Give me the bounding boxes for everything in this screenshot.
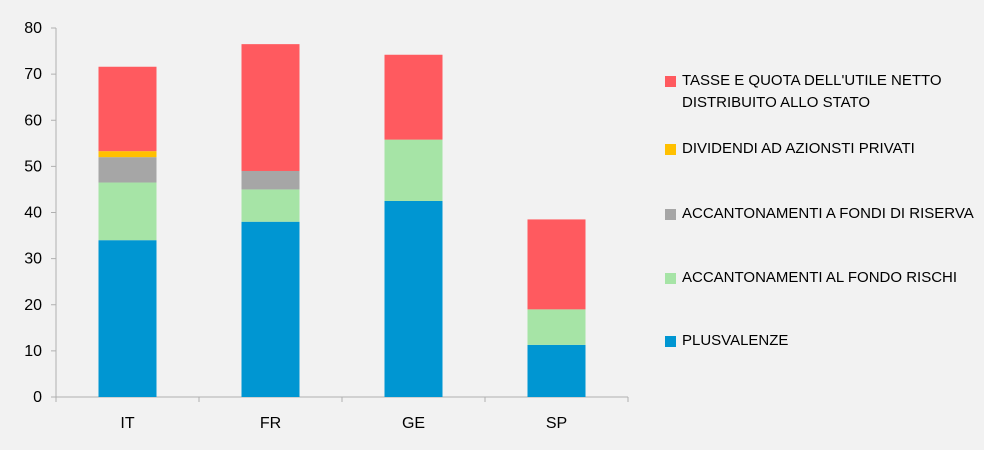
legend-item: ACCANTONAMENTI A FONDI DI RISERVA: [665, 203, 974, 225]
bar-segment: [527, 309, 586, 345]
bar-segment: [98, 157, 157, 183]
legend-item: ACCANTONAMENTI AL FONDO RISCHI: [665, 267, 957, 289]
legend-swatch: [665, 209, 676, 220]
legend-swatch: [665, 336, 676, 347]
legend-label: TASSE E QUOTA DELL'UTILE NETTO DISTRIBUI…: [682, 72, 942, 111]
y-tick-label: 50: [24, 158, 42, 175]
legend-item: PLUSVALENZE: [665, 330, 788, 352]
x-tick-label: GE: [402, 415, 425, 432]
y-tick-label: 20: [24, 297, 42, 314]
y-tick-label: 80: [24, 20, 42, 37]
bar-segment: [98, 240, 157, 397]
y-tick-label: 10: [24, 343, 42, 360]
bar-segment: [241, 189, 300, 222]
x-tick-label: SP: [546, 415, 567, 432]
legend-swatch: [665, 273, 676, 284]
bar-segment: [527, 344, 586, 397]
y-tick-label: 40: [24, 205, 42, 222]
bar-segment: [384, 54, 443, 140]
bar-segment: [241, 221, 300, 397]
y-tick-label: 60: [24, 112, 42, 129]
y-tick-label: 0: [33, 389, 42, 406]
bar-segment: [384, 200, 443, 397]
bar-segment: [241, 44, 300, 171]
y-tick-label: 70: [24, 66, 42, 83]
bar-segment: [98, 182, 157, 241]
bar-segment: [527, 219, 586, 310]
legend-item: TASSE E QUOTA DELL'UTILE NETTO DISTRIBUI…: [665, 70, 942, 114]
x-tick-label: IT: [120, 415, 134, 432]
legend-label: ACCANTONAMENTI A FONDI DI RISERVA: [682, 205, 974, 222]
legend-swatch: [665, 144, 676, 155]
y-tick-label: 30: [24, 251, 42, 268]
bar-segment: [241, 170, 300, 190]
legend-swatch: [665, 76, 676, 87]
x-tick-label: FR: [260, 415, 281, 432]
bar-segment: [98, 66, 157, 152]
bar-segment: [98, 151, 157, 158]
bar-segment: [384, 139, 443, 201]
legend-label: ACCANTONAMENTI AL FONDO RISCHI: [682, 269, 958, 286]
legend-label: PLUSVALENZE: [682, 332, 789, 349]
legend-item: DIVIDENDI AD AZIONSTI PRIVATI: [665, 138, 915, 160]
legend-label: DIVIDENDI AD AZIONSTI PRIVATI: [682, 140, 915, 157]
